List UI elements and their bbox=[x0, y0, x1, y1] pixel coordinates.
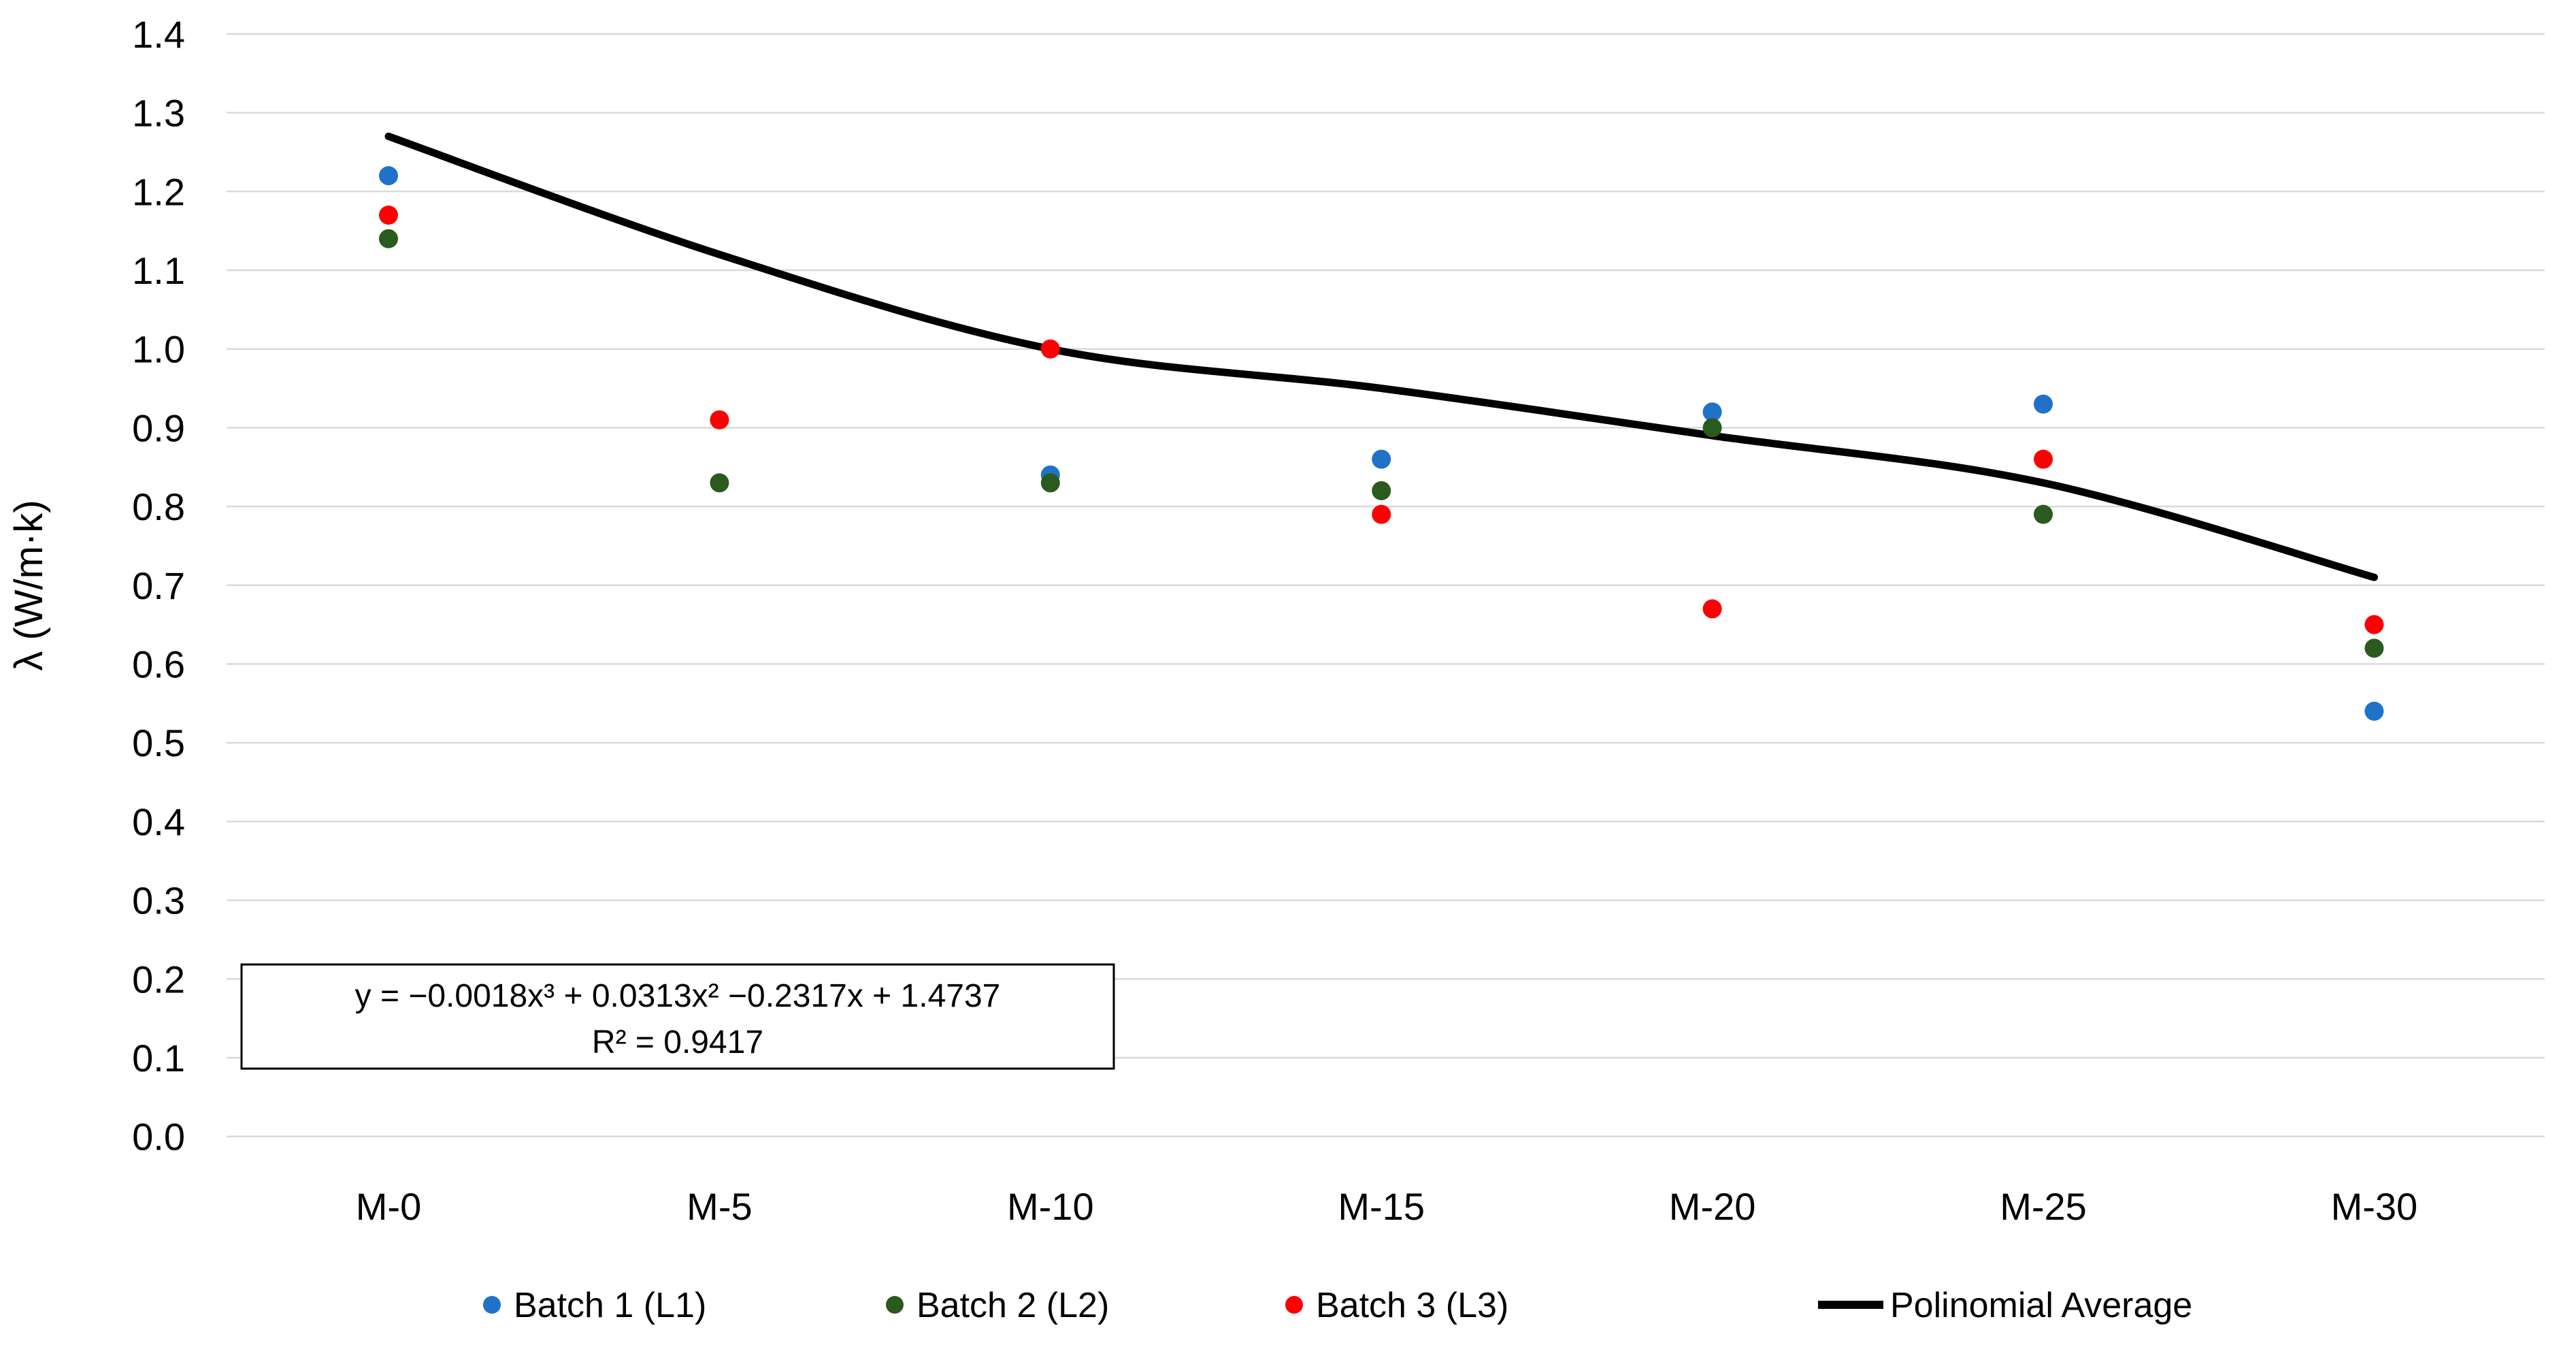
legend-item-label: Polinomial Average bbox=[1890, 1286, 2192, 1325]
data-point-series-2 bbox=[2364, 638, 2384, 658]
y-tick-label: 0.6 bbox=[132, 643, 185, 686]
equation-box: y = −0.0018x³ + 0.0313x² −0.2317x + 1.47… bbox=[240, 963, 1115, 1070]
data-point-series-2 bbox=[1702, 418, 1722, 438]
legend-marker-icon bbox=[1285, 1296, 1303, 1314]
x-tick-label: M-30 bbox=[2331, 1185, 2418, 1228]
data-point-series-1 bbox=[1372, 449, 1391, 469]
legend-marker-icon bbox=[886, 1296, 904, 1314]
data-point-series-3 bbox=[710, 410, 729, 429]
data-point-series-2 bbox=[2034, 504, 2053, 524]
y-tick-label: 0.9 bbox=[132, 406, 185, 449]
x-axis-tick-labels: M-0 M-5 M-10 M-15 M-20 M-25 M-30 bbox=[356, 1185, 2417, 1228]
y-tick-label: 0.7 bbox=[132, 564, 185, 607]
x-tick-label: M-10 bbox=[1007, 1185, 1094, 1228]
legend-item-label: Batch 3 (L3) bbox=[1316, 1286, 1508, 1325]
trendline-group bbox=[384, 132, 2378, 581]
trendline-r-squared: R² = 0.9417 bbox=[592, 1024, 763, 1060]
legend-item-1: Batch 1 (L1) bbox=[483, 1286, 706, 1325]
y-tick-label: 0.0 bbox=[132, 1116, 185, 1158]
legend-item-trendline: Polinomial Average bbox=[1818, 1286, 2192, 1325]
data-point-series-1 bbox=[2034, 394, 2053, 414]
y-tick-label: 1.1 bbox=[132, 249, 185, 292]
x-tick-label: M-0 bbox=[356, 1185, 421, 1228]
y-tick-label: 1.4 bbox=[132, 13, 185, 56]
y-tick-label: 0.2 bbox=[132, 958, 185, 1001]
equation-box-border bbox=[240, 963, 1115, 1070]
trendline-equation: y = −0.0018x³ + 0.0313x² −0.2317x + 1.47… bbox=[355, 978, 1001, 1014]
data-point-series-3 bbox=[1040, 339, 1060, 359]
data-point-series-1 bbox=[379, 166, 398, 186]
x-tick-label: M-15 bbox=[1338, 1185, 1425, 1228]
gridlines bbox=[227, 33, 2545, 1137]
data-point-series-1 bbox=[1702, 402, 1722, 422]
legend-item-label: Batch 1 (L1) bbox=[514, 1286, 706, 1325]
y-tick-label: 0.3 bbox=[132, 879, 185, 922]
data-point-series-3 bbox=[2364, 615, 2384, 634]
legend-item-2: Batch 2 (L2) bbox=[886, 1286, 1109, 1325]
data-point-series-3 bbox=[1702, 599, 1722, 619]
legend-item-3: Batch 3 (L3) bbox=[1285, 1286, 1508, 1325]
data-point-series-2 bbox=[1372, 481, 1391, 500]
data-point-series-3 bbox=[2034, 449, 2053, 469]
y-tick-label: 1.2 bbox=[132, 170, 185, 213]
y-axis-title: λ (W/m·k) bbox=[7, 500, 51, 670]
data-point-series-2 bbox=[1040, 473, 1060, 493]
data-point-series-3 bbox=[379, 206, 398, 225]
data-point-series-3 bbox=[1372, 504, 1391, 524]
y-tick-label: 0.1 bbox=[132, 1037, 185, 1080]
y-axis-tick-labels: 0.0 0.1 0.2 0.3 0.4 0.5 0.6 0.7 0.8 0.9 1.0 1.1 1.2 1… bbox=[132, 13, 185, 1158]
legend-item-label: Batch 2 (L2) bbox=[917, 1286, 1109, 1325]
data-point-series-2 bbox=[710, 473, 729, 493]
legend-marker-icon bbox=[483, 1296, 501, 1314]
data-point-series-1 bbox=[2364, 701, 2384, 721]
y-tick-label: 1.0 bbox=[132, 328, 185, 371]
x-tick-label: M-20 bbox=[1669, 1185, 1756, 1228]
y-tick-label: 0.8 bbox=[132, 485, 185, 528]
x-tick-label: M-25 bbox=[2000, 1185, 2087, 1228]
y-tick-label: 0.4 bbox=[132, 800, 185, 843]
data-points bbox=[379, 166, 2384, 721]
trendline-path bbox=[384, 132, 2378, 581]
y-tick-label: 1.3 bbox=[132, 92, 185, 135]
y-tick-label: 0.5 bbox=[132, 721, 185, 764]
x-tick-label: M-5 bbox=[687, 1185, 752, 1228]
legend: Batch 1 (L1) Batch 2 (L2) Batch 3 (L3) Poli… bbox=[483, 1286, 2192, 1325]
data-point-series-2 bbox=[379, 229, 398, 248]
